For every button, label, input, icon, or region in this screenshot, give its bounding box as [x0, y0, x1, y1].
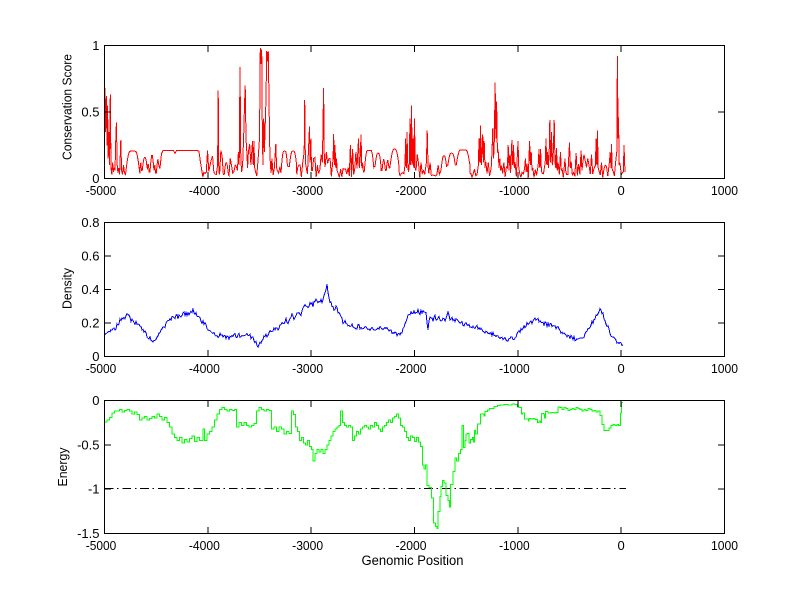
svg-text:0.8: 0.8 — [81, 215, 99, 230]
svg-text:-5000: -5000 — [86, 361, 117, 376]
svg-text:0.2: 0.2 — [81, 316, 99, 331]
svg-text:Density: Density — [60, 268, 75, 309]
svg-text:-1000: -1000 — [499, 361, 530, 376]
svg-text:-3000: -3000 — [292, 361, 323, 376]
svg-text:-1000: -1000 — [499, 538, 530, 553]
svg-text:Conservation Score: Conservation Score — [60, 54, 75, 160]
svg-text:Energy: Energy — [55, 447, 70, 486]
svg-text:0: 0 — [92, 349, 99, 364]
svg-text:0.6: 0.6 — [81, 249, 99, 264]
svg-text:-5000: -5000 — [86, 538, 117, 553]
svg-text:-4000: -4000 — [189, 361, 220, 376]
svg-text:0.4: 0.4 — [81, 282, 99, 297]
svg-text:-4000: -4000 — [189, 183, 220, 198]
svg-text:1000: 1000 — [711, 361, 738, 376]
svg-text:-0.5: -0.5 — [77, 437, 99, 452]
svg-text:0: 0 — [92, 171, 99, 186]
svg-text:-4000: -4000 — [189, 538, 220, 553]
svg-text:1000: 1000 — [711, 538, 738, 553]
svg-text:-2000: -2000 — [396, 361, 427, 376]
svg-text:1000: 1000 — [711, 183, 738, 198]
svg-text:-3000: -3000 — [292, 538, 323, 553]
svg-text:-3000: -3000 — [292, 183, 323, 198]
svg-text:Genomic Position: Genomic Position — [362, 553, 464, 568]
svg-text:0.5: 0.5 — [81, 105, 99, 120]
svg-text:-2000: -2000 — [396, 183, 427, 198]
svg-text:0: 0 — [618, 538, 625, 553]
svg-text:-1: -1 — [88, 482, 100, 497]
svg-text:0: 0 — [92, 393, 99, 408]
svg-text:1: 1 — [92, 38, 99, 53]
svg-text:-5000: -5000 — [86, 183, 117, 198]
svg-text:-1.5: -1.5 — [77, 526, 99, 541]
svg-text:0: 0 — [618, 361, 625, 376]
svg-text:0: 0 — [618, 183, 625, 198]
svg-text:-2000: -2000 — [396, 538, 427, 553]
svg-text:-1000: -1000 — [499, 183, 530, 198]
